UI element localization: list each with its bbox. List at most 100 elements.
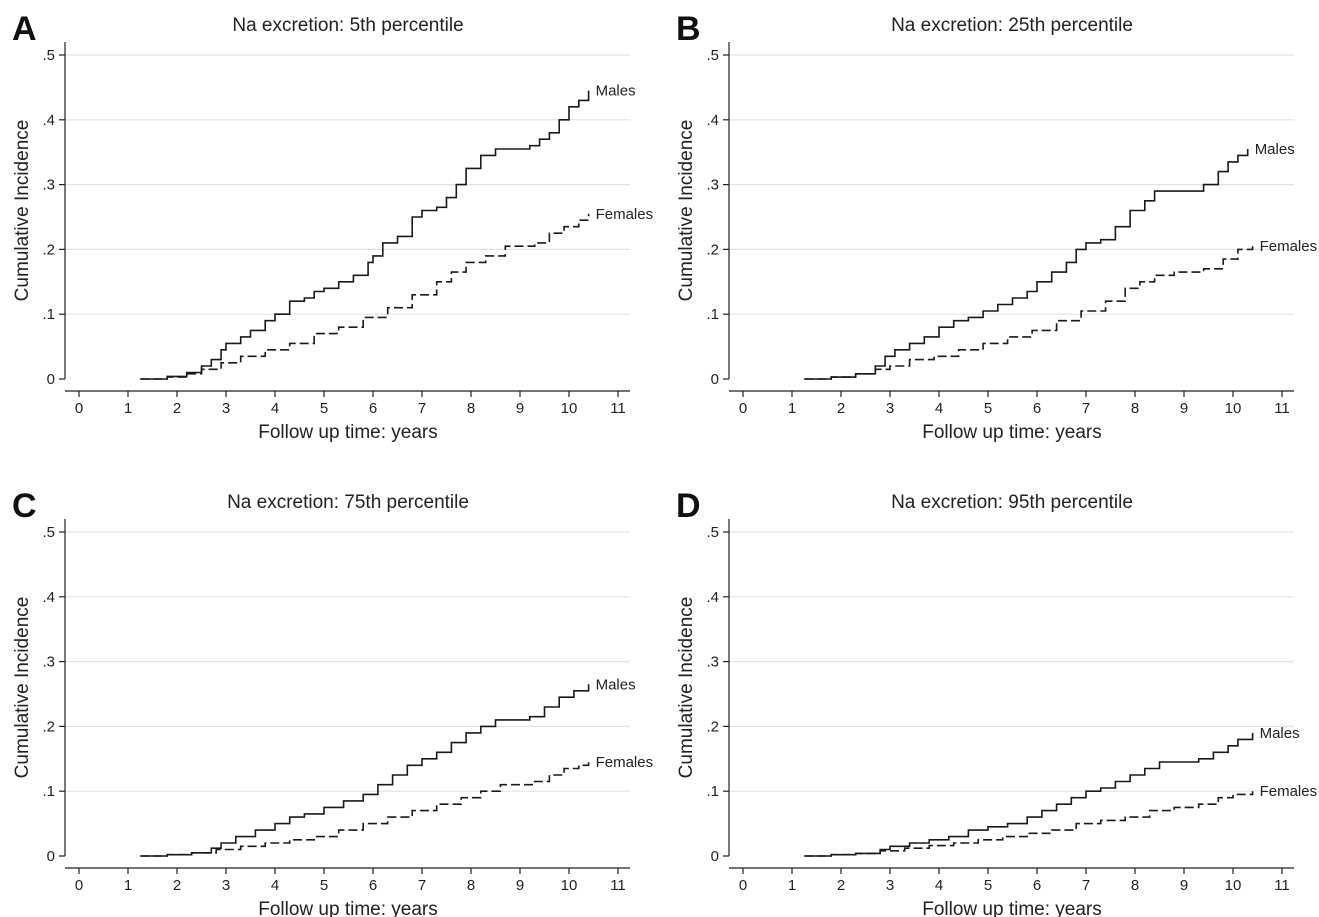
series-line-males	[140, 684, 590, 857]
y-axis-label: Cumulative Incidence	[12, 120, 33, 302]
x-tick-label: 4	[935, 877, 943, 894]
y-tick-label: .5	[42, 47, 55, 64]
y-tick-label: .4	[706, 112, 719, 129]
x-tick-label: 5	[320, 877, 328, 894]
x-tick-label: 10	[1225, 400, 1242, 417]
panel-title: Na excretion: 25th percentile	[891, 15, 1133, 36]
x-tick-label: 2	[173, 400, 181, 417]
panel-title: Na excretion: 95th percentile	[891, 492, 1133, 513]
x-tick-label: 2	[837, 877, 845, 894]
series-label-males: Males	[596, 83, 636, 100]
y-tick-label: .4	[42, 112, 55, 129]
x-tick-label: 1	[788, 877, 796, 894]
x-tick-label: 3	[886, 400, 894, 417]
x-tick-label: 6	[1033, 877, 1041, 894]
y-tick-label: .4	[706, 589, 719, 606]
x-tick-label: 4	[935, 400, 943, 417]
y-tick-label: .2	[42, 241, 55, 258]
series-label-females: Females	[596, 754, 654, 771]
x-axis-label: Follow up time: years	[922, 422, 1102, 443]
y-tick-label: .3	[42, 654, 55, 671]
y-tick-label: .3	[42, 177, 55, 194]
panel-letter: C	[12, 487, 37, 525]
series-label-females: Females	[596, 206, 654, 223]
x-tick-label: 8	[467, 877, 475, 894]
panel-letter: D	[676, 487, 701, 525]
y-tick-label: .4	[42, 589, 55, 606]
x-axis-label: Follow up time: years	[922, 899, 1102, 917]
chart-panel-d: D Na excretion: 95th percentile 0 .1 .2 .3 .4.…	[676, 487, 1317, 917]
x-tick-label: 4	[271, 400, 279, 417]
y-tick-label: .1	[706, 306, 719, 323]
panel-title: Na excretion: 75th percentile	[227, 492, 469, 513]
series-label-males: Males	[1255, 141, 1295, 158]
y-tick-label: .5	[706, 47, 719, 64]
panel-letter: A	[12, 10, 37, 48]
x-tick-label: 6	[369, 877, 377, 894]
series-line-males	[804, 732, 1254, 857]
x-tick-label: 8	[1131, 400, 1139, 417]
x-tick-label: 3	[886, 877, 894, 894]
x-tick-label: 9	[1180, 400, 1188, 417]
x-tick-label: 11	[1274, 400, 1290, 417]
x-tick-label: 0	[739, 877, 747, 894]
y-tick-label: .2	[706, 718, 719, 735]
y-axis-label: Cumulative Incidence	[676, 597, 697, 779]
x-tick-label: 11	[610, 877, 626, 894]
chart-panel-b: B Na excretion: 25th percentile 0 .1 .2 .3 .4.…	[676, 10, 1317, 443]
x-tick-label: 7	[418, 877, 426, 894]
x-tick-label: 8	[467, 400, 475, 417]
x-axis-label: Follow up time: years	[258, 422, 438, 443]
y-tick-label: 0	[47, 371, 55, 388]
y-tick-label: .5	[42, 524, 55, 541]
x-tick-label: 6	[369, 400, 377, 417]
y-tick-label: .1	[706, 783, 719, 800]
x-tick-label: 2	[837, 400, 845, 417]
x-tick-label: 8	[1131, 877, 1139, 894]
y-axis-label: Cumulative Incidence	[12, 597, 33, 779]
x-tick-label: 6	[1033, 400, 1041, 417]
series-label-females: Females	[1260, 783, 1318, 800]
y-tick-label: 0	[711, 371, 719, 388]
x-axis-label: Follow up time: years	[258, 899, 438, 917]
x-tick-label: 7	[1082, 400, 1090, 417]
y-tick-label: .3	[706, 654, 719, 671]
y-tick-label: .3	[706, 177, 719, 194]
series-line-males	[140, 90, 590, 380]
y-tick-label: .5	[706, 524, 719, 541]
x-tick-label: 1	[788, 400, 796, 417]
chart-panel-c: C Na excretion: 75th percentile 0 .1 .2 .3 .4.…	[12, 487, 653, 917]
y-tick-label: 0	[711, 848, 719, 865]
series-line-females	[804, 246, 1254, 380]
x-tick-label: 5	[984, 877, 992, 894]
series-line-females	[140, 213, 590, 380]
x-tick-label: 1	[124, 400, 132, 417]
x-tick-label: 11	[610, 400, 626, 417]
series-line-females	[804, 791, 1254, 857]
x-tick-label: 10	[1225, 877, 1242, 894]
x-tick-label: 4	[271, 877, 279, 894]
chart-panel-a: A Na excretion: 5th percentile 0 .1 .2 .3 .4 .5…	[12, 10, 653, 443]
x-tick-label: 9	[1180, 877, 1188, 894]
x-tick-label: 2	[173, 877, 181, 894]
y-tick-label: .1	[42, 783, 55, 800]
panel-letter: B	[676, 10, 701, 48]
x-tick-label: 7	[418, 400, 426, 417]
panel-title: Na excretion: 5th percentile	[232, 15, 463, 36]
y-axis-label: Cumulative Incidence	[676, 120, 697, 302]
series-label-males: Males	[1260, 725, 1300, 742]
x-tick-label: 9	[516, 877, 524, 894]
series-line-males	[804, 149, 1249, 380]
x-tick-label: 10	[561, 400, 578, 417]
x-tick-label: 5	[984, 400, 992, 417]
x-tick-label: 5	[320, 400, 328, 417]
x-tick-label: 0	[739, 400, 747, 417]
x-tick-label: 11	[1274, 877, 1290, 894]
series-line-females	[140, 762, 590, 857]
y-tick-label: .1	[42, 306, 55, 323]
x-tick-label: 0	[75, 877, 83, 894]
y-tick-label: .2	[42, 718, 55, 735]
series-label-females: Females	[1260, 238, 1318, 255]
y-tick-label: 0	[47, 848, 55, 865]
